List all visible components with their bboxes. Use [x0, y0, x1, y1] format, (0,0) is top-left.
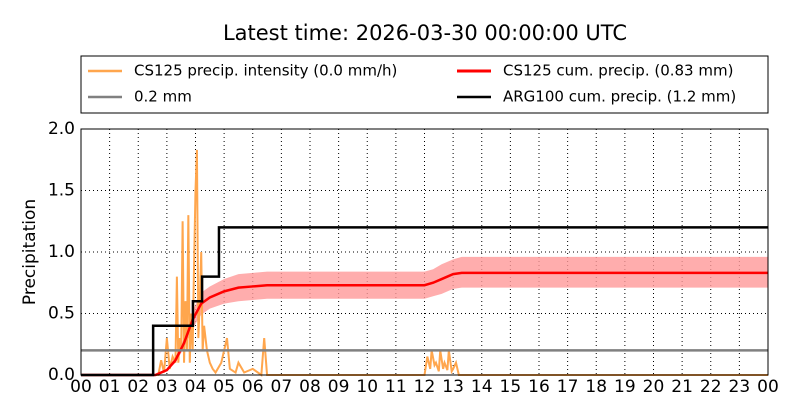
x-tick-label: 19	[614, 377, 636, 397]
series-line	[81, 271, 768, 377]
series-line	[81, 226, 768, 377]
x-tick-label: 03	[156, 377, 178, 397]
y-axis-label: Precipitation	[20, 199, 40, 305]
x-tick-label: 15	[500, 377, 522, 397]
x-tick-label: 00	[70, 377, 92, 397]
x-tick-label: 21	[671, 377, 693, 397]
y-tick-label: 0.0	[48, 365, 75, 385]
x-tick-label: 13	[442, 377, 464, 397]
legend-label: ARG100 cum. precip. (1.2 mm)	[503, 88, 736, 106]
x-tick-label: 01	[99, 377, 121, 397]
plot-frame	[80, 128, 769, 376]
x-tick-label: 05	[213, 377, 235, 397]
x-tick-label: 08	[299, 377, 321, 397]
legend-box	[80, 55, 769, 114]
x-tick-label: 06	[242, 377, 264, 397]
x-tick-label: 22	[700, 377, 722, 397]
y-tick-label: 1.0	[48, 242, 75, 262]
chart-title: Latest time: 2026-03-30 00:00:00 UTC	[223, 21, 627, 45]
x-tick-label: 23	[729, 377, 751, 397]
x-tick-label: 11	[385, 377, 407, 397]
x-tick-label: 14	[471, 377, 493, 397]
y-tick-label: 1.5	[48, 181, 75, 201]
legend-label: CS125 cum. precip. (0.83 mm)	[503, 62, 733, 80]
x-tick-label: 09	[328, 377, 350, 397]
x-tick-label: 00	[757, 377, 779, 397]
x-tick-label: 16	[528, 377, 550, 397]
legend-label: CS125 precip. intensity (0.0 mm/h)	[134, 62, 397, 80]
legend-label: 0.2 mm	[134, 88, 192, 106]
x-tick-label: 20	[643, 377, 665, 397]
series-line	[81, 149, 768, 377]
x-tick-label: 07	[271, 377, 293, 397]
x-tick-label: 04	[185, 377, 207, 397]
y-tick-label: 2.0	[48, 119, 75, 139]
x-tick-label: 17	[557, 377, 579, 397]
y-tick-label: 0.5	[48, 304, 75, 324]
x-tick-label: 18	[585, 377, 607, 397]
x-tick-label: 12	[414, 377, 436, 397]
x-tick-label: 10	[356, 377, 378, 397]
x-tick-label: 02	[127, 377, 149, 397]
